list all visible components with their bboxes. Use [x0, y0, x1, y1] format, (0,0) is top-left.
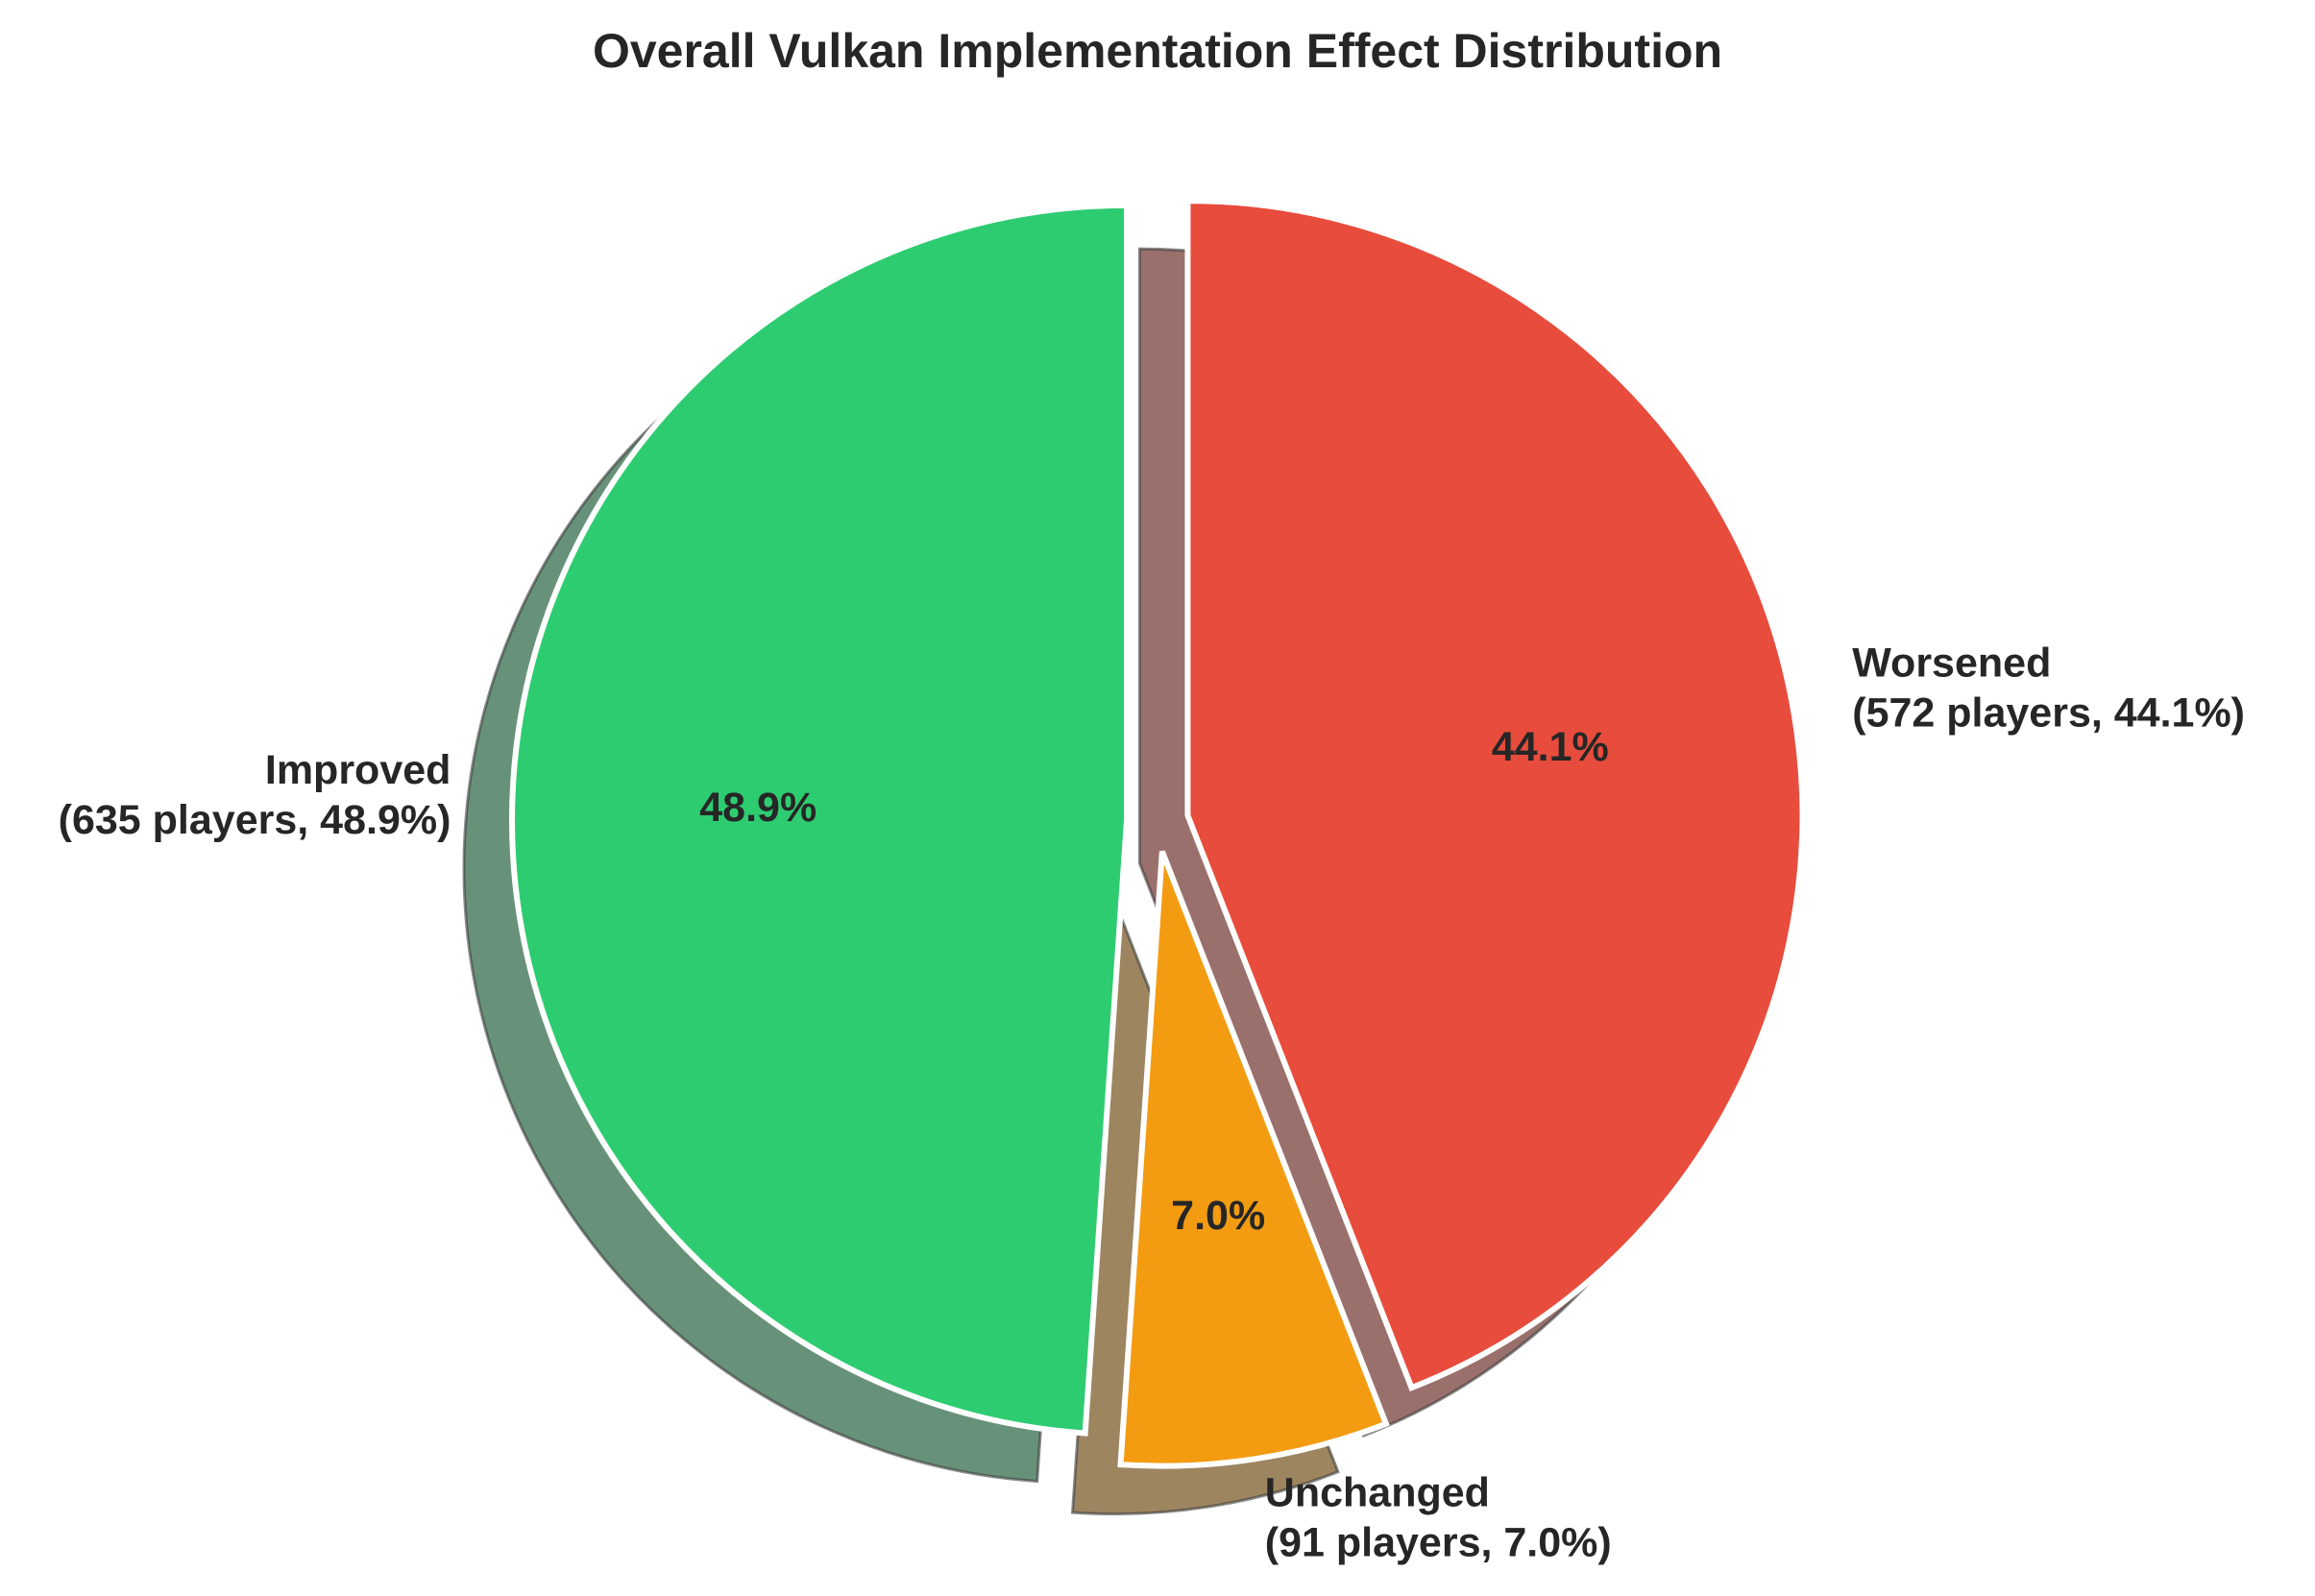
outer-label-count: (635 players, 48.9%)	[59, 797, 451, 843]
slice-worsened	[1184, 198, 1806, 1392]
outer-label-category: Worsened	[1852, 641, 2051, 687]
outer-label-worsened: Worsened (572 players, 44.1%)	[1852, 641, 2245, 737]
pct-label-improved: 48.9%	[699, 785, 816, 831]
outer-label-category: Unchanged	[1265, 1469, 1490, 1515]
label-layer: 48.9% Improved (635 players, 48.9%) 7.0% Unc…	[59, 641, 2245, 1566]
outer-label-improved: Improved (635 players, 48.9%)	[59, 747, 451, 843]
chart-title: Overall Vulkan Implementation Effect Dis…	[593, 24, 1722, 78]
outer-label-count: (572 players, 44.1%)	[1852, 690, 2245, 737]
pct-label-unchanged: 7.0%	[1171, 1193, 1265, 1239]
pct-label-worsened: 44.1%	[1492, 724, 1609, 770]
slice-improved	[508, 202, 1131, 1437]
outer-label-count: (91 players, 7.0%)	[1265, 1519, 1612, 1565]
outer-label-category: Improved	[265, 747, 451, 793]
slice-unchanged	[1117, 850, 1390, 1469]
outer-label-unchanged: Unchanged (91 players, 7.0%)	[1265, 1469, 1612, 1565]
slice-layer	[508, 198, 1806, 1469]
